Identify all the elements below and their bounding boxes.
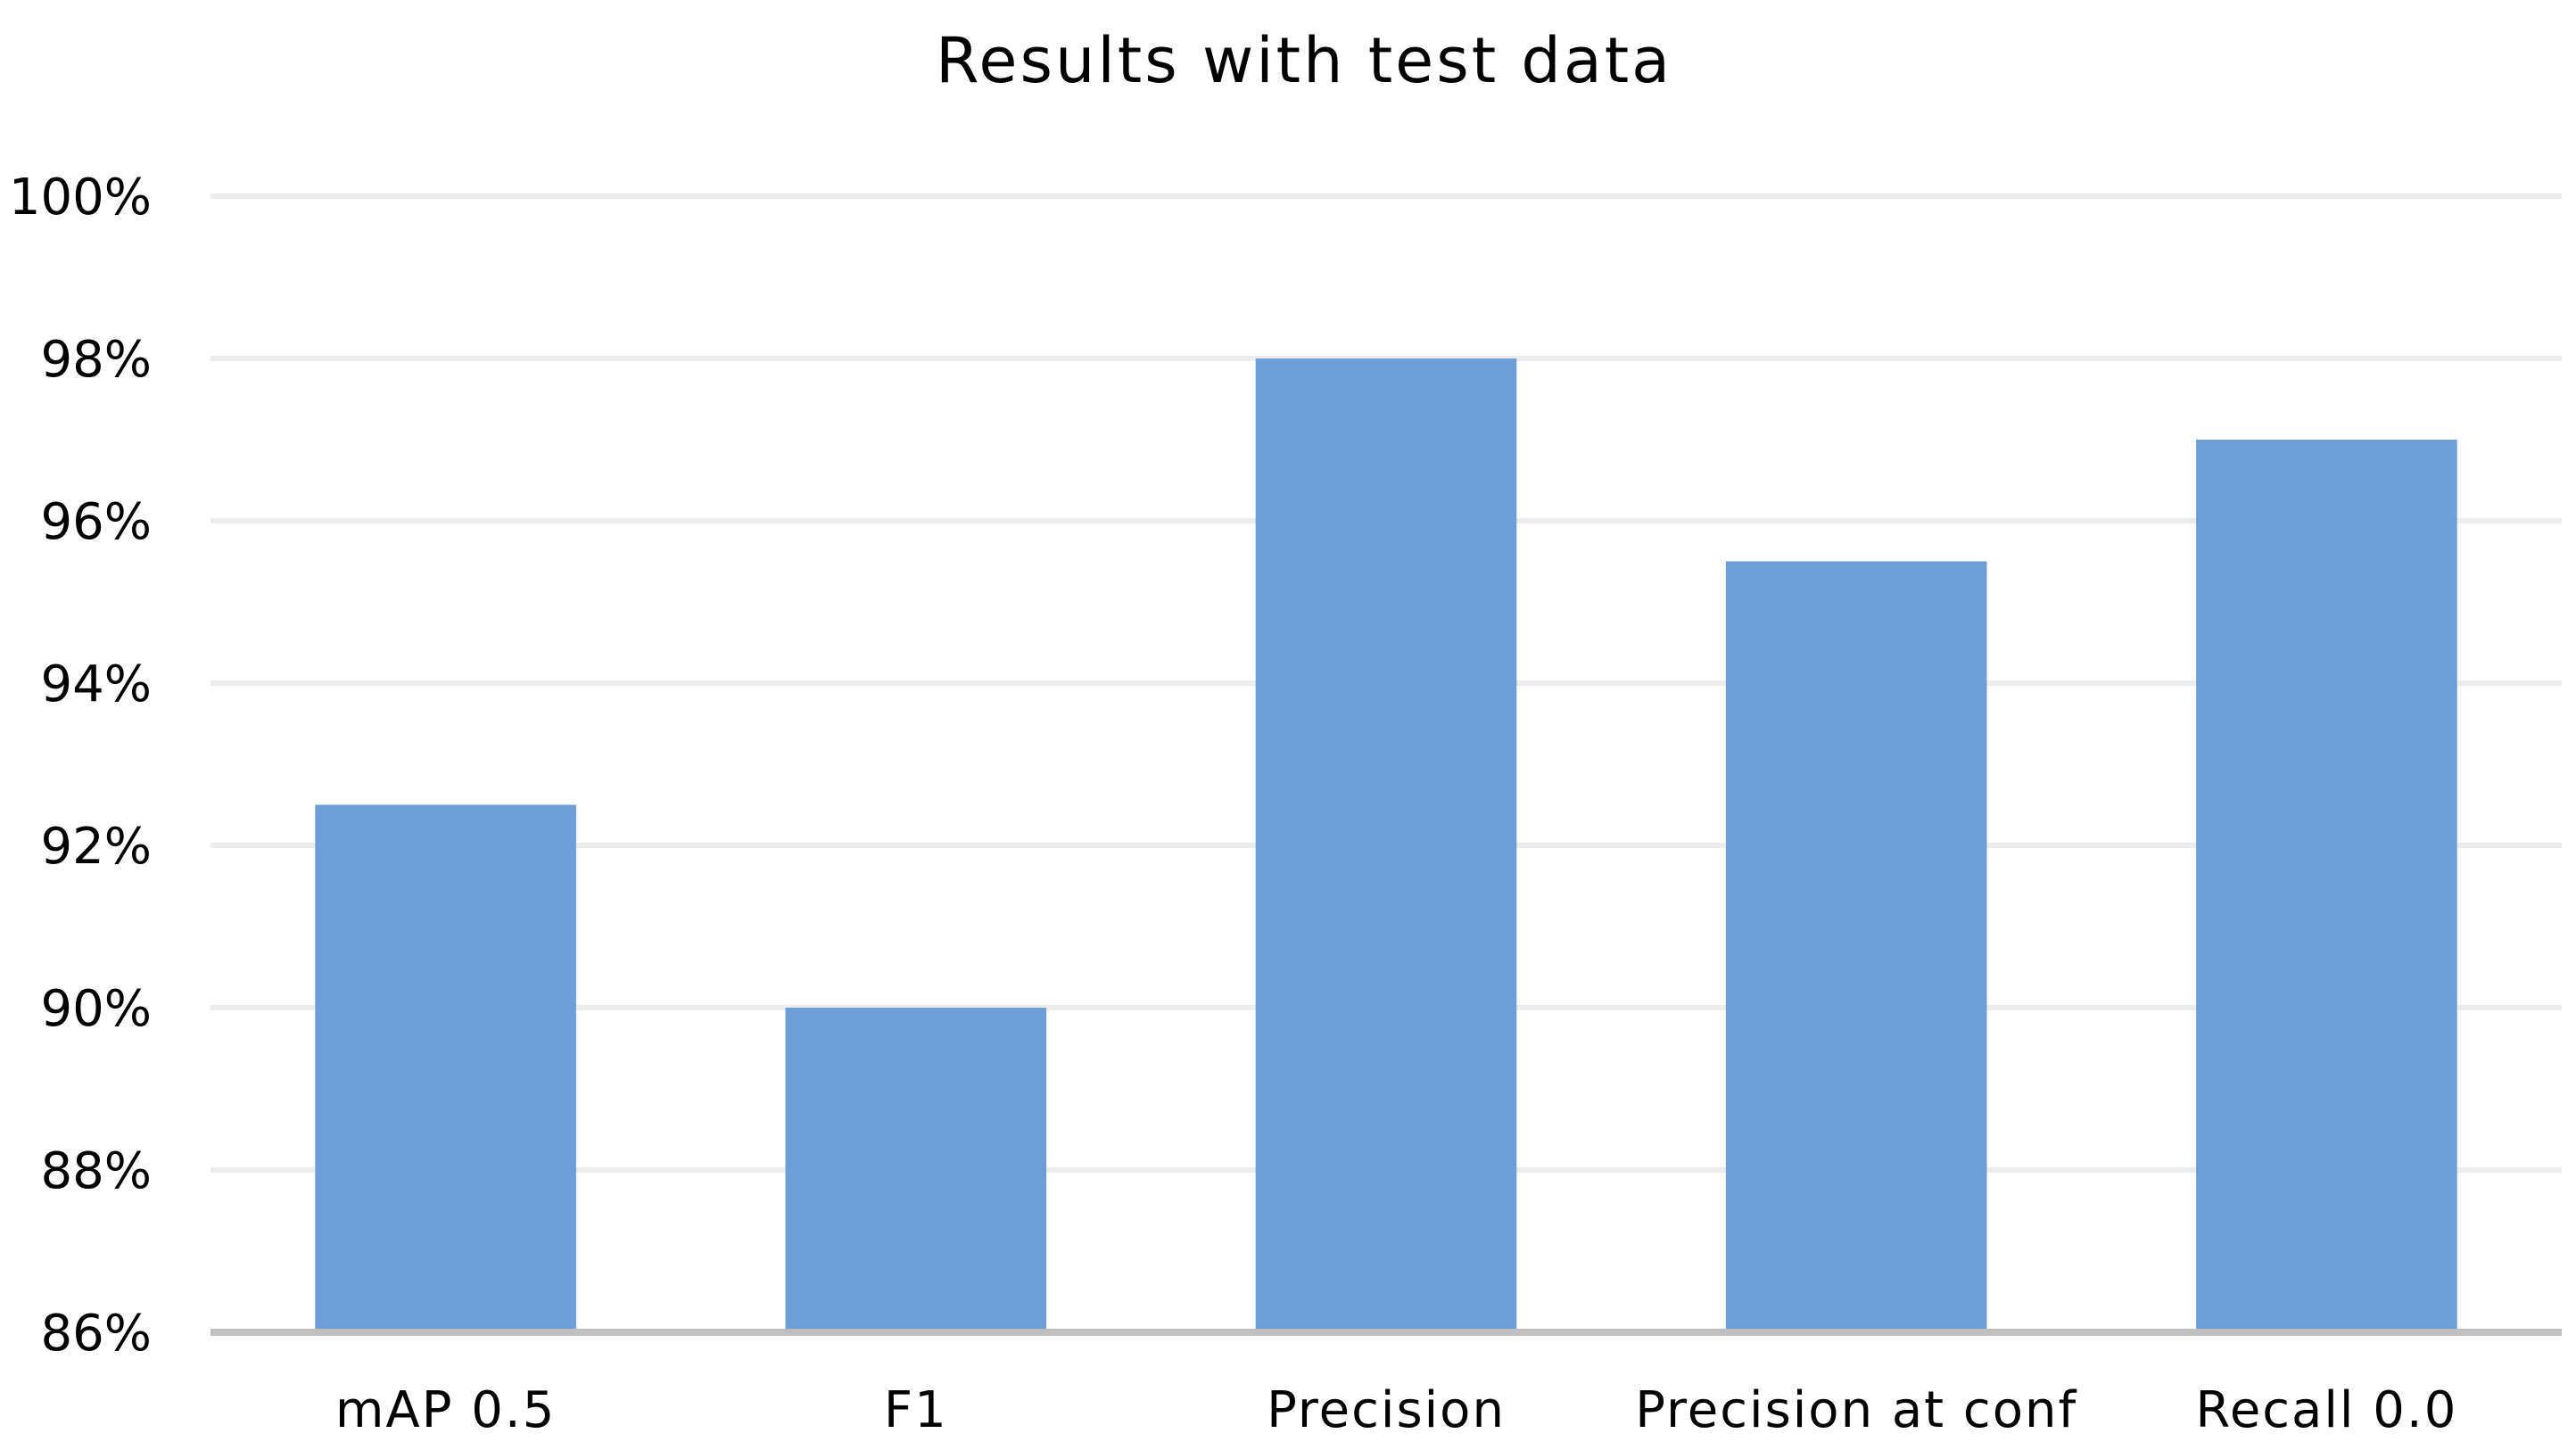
bars [315,358,2457,1332]
y-tick-label: 100% [9,169,152,227]
x-category-label: Recall 0.0 [2195,1381,2457,1439]
y-tick-label: 90% [41,980,152,1038]
y-tick-label: 92% [41,818,152,876]
bar [1725,561,1987,1332]
bar [785,1008,1047,1332]
y-axis-tick-labels: 86% 88% 90% 92% 94% 96% 98% 100% [9,169,152,1363]
x-category-label: Precision [1267,1381,1506,1439]
x-category-label: Precision at conf [1635,1381,2077,1439]
bar [315,804,576,1332]
y-tick-label: 96% [41,493,152,551]
y-tick-label: 98% [41,331,152,389]
bar [1255,358,1517,1332]
x-axis-category-labels: mAP 0.5 F1 Precision Precision at conf Recal… [335,1381,2457,1439]
y-tick-label: 86% [41,1305,152,1363]
x-category-label: F1 [884,1381,948,1439]
chart-title: Results with test data [936,24,1672,97]
y-tick-label: 88% [41,1142,152,1200]
x-category-label: mAP 0.5 [335,1381,557,1439]
y-tick-label: 94% [41,655,152,713]
bar [2196,440,2457,1332]
